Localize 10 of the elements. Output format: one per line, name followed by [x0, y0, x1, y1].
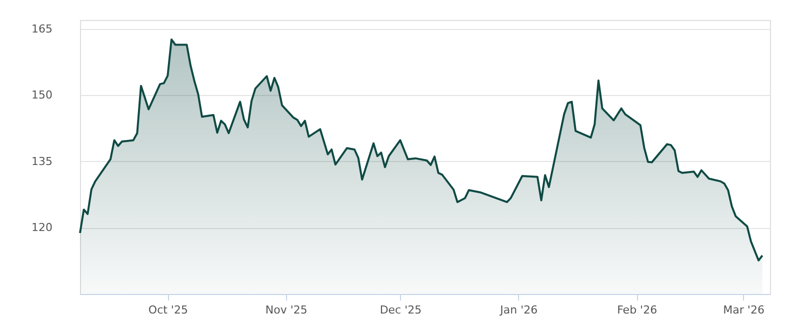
x-tick-label: Jan '26 — [499, 304, 538, 316]
x-tick-label: Oct '25 — [148, 304, 188, 316]
x-tick-label: Feb '26 — [617, 304, 658, 316]
x-tick-label: Mar '26 — [723, 304, 764, 316]
y-tick-label: 120 — [32, 221, 52, 234]
y-tick-label: 150 — [32, 88, 52, 102]
x-tick-label: Nov '25 — [265, 304, 308, 316]
x-tick-label: Dec '25 — [380, 304, 422, 316]
y-tick-label: 165 — [32, 22, 52, 36]
y-tick-label: 135 — [32, 154, 52, 168]
